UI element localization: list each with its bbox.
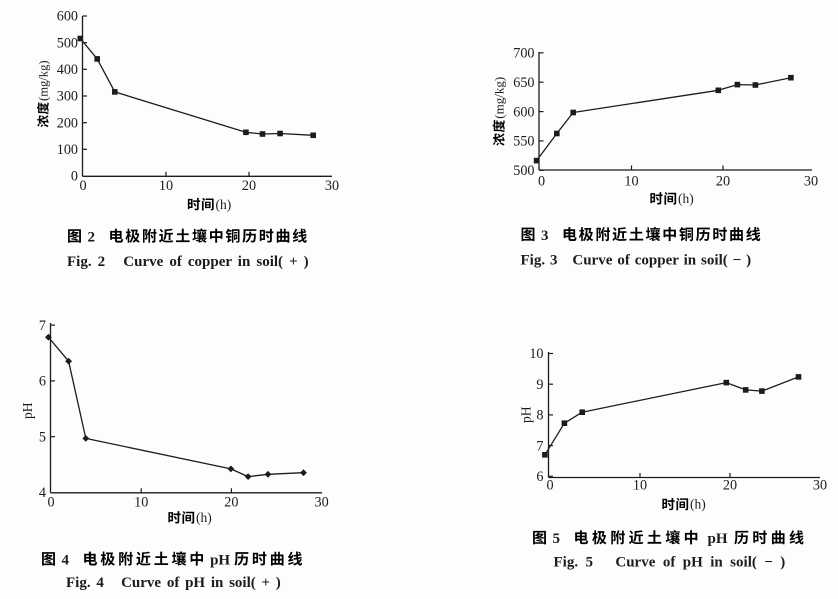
svg-text:pH: pH <box>20 402 35 419</box>
svg-text:30: 30 <box>315 495 329 511</box>
svg-text:300: 300 <box>57 89 78 105</box>
svg-text:20: 20 <box>716 173 730 189</box>
svg-text:30: 30 <box>804 173 818 189</box>
svg-text:200: 200 <box>57 115 78 131</box>
svg-text:10: 10 <box>134 495 148 511</box>
svg-text:700: 700 <box>513 46 534 62</box>
svg-text:550: 550 <box>513 134 534 150</box>
svg-text:(h): (h) <box>216 197 232 212</box>
svg-text:0: 0 <box>538 173 545 189</box>
svg-text:2: 2 <box>88 229 96 245</box>
svg-text:600: 600 <box>513 104 534 120</box>
svg-text:7: 7 <box>39 318 46 334</box>
svg-text:Fig. 4 Curve of pH in soil(: Fig. 4 Curve of pH in soil( + ) <box>66 575 281 591</box>
svg-text:20: 20 <box>224 495 238 511</box>
svg-text:6: 6 <box>536 469 543 485</box>
svg-text:500: 500 <box>513 163 534 179</box>
svg-text:3: 3 <box>541 228 549 244</box>
svg-text:pH: pH <box>210 552 230 568</box>
svg-text:10: 10 <box>159 178 173 194</box>
svg-text:8: 8 <box>536 408 543 424</box>
svg-text:20: 20 <box>242 178 256 194</box>
svg-text:(h): (h) <box>690 497 706 512</box>
svg-text:(h): (h) <box>196 510 212 525</box>
svg-text:(mg/kg): (mg/kg) <box>492 77 507 119</box>
svg-text:0: 0 <box>47 495 54 511</box>
svg-text:10: 10 <box>624 173 638 189</box>
svg-text:Fig. 3 Curve of copper in so: Fig. 3 Curve of copper in soil( − ) <box>521 252 752 268</box>
svg-text:30: 30 <box>813 477 827 493</box>
svg-text:0: 0 <box>79 178 86 194</box>
svg-text:600: 600 <box>57 9 78 25</box>
svg-text:10: 10 <box>529 346 543 362</box>
svg-text:5: 5 <box>553 531 561 547</box>
svg-text:30: 30 <box>325 178 339 194</box>
svg-text:20: 20 <box>723 477 737 493</box>
svg-text:5: 5 <box>39 429 46 445</box>
svg-text:pH: pH <box>519 406 534 423</box>
svg-text:4: 4 <box>39 485 46 501</box>
svg-text:10: 10 <box>633 477 647 493</box>
svg-text:7: 7 <box>536 438 543 454</box>
svg-text:650: 650 <box>513 75 534 91</box>
svg-text:100: 100 <box>57 142 78 158</box>
svg-text:0: 0 <box>546 477 553 493</box>
svg-text:Fig. 2 Curve of copper in so: Fig. 2 Curve of copper in soil( + ) <box>67 254 309 270</box>
svg-text:9: 9 <box>536 377 543 393</box>
svg-text:(h): (h) <box>678 191 694 206</box>
svg-text:0: 0 <box>71 169 78 185</box>
svg-text:4: 4 <box>62 552 70 568</box>
svg-text:(mg/kg): (mg/kg) <box>37 60 51 101</box>
svg-text:400: 400 <box>57 62 78 78</box>
svg-text:Fig. 5 Curve of pH in soil(: Fig. 5 Curve of pH in soil( − ) <box>554 554 786 570</box>
svg-text:6: 6 <box>39 374 46 390</box>
svg-text:pH: pH <box>708 531 728 547</box>
svg-text:500: 500 <box>57 35 78 51</box>
